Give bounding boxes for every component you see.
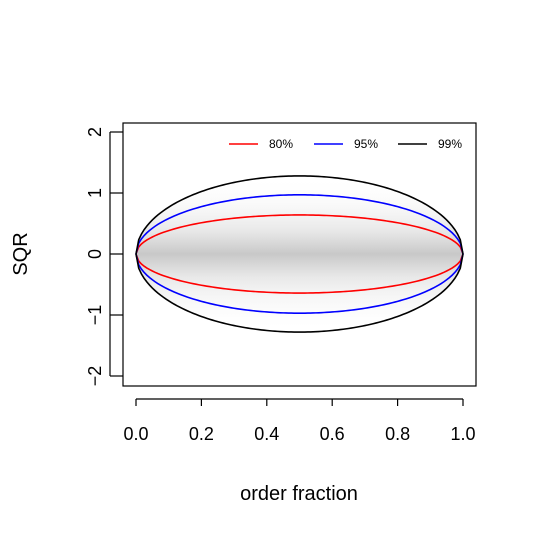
legend-item: 80% [229, 137, 293, 151]
legend-item: 95% [314, 137, 378, 151]
series-2-lower-line [135, 253, 464, 314]
y-tick-label: −1 [85, 305, 105, 326]
x-tick-label: 0.8 [385, 424, 410, 444]
shaded-band [136, 175, 463, 333]
legend-label: 99% [438, 137, 462, 151]
y-tick-label: 1 [85, 188, 105, 198]
series-1-lower-line [135, 253, 464, 294]
y-tick-label: 0 [85, 249, 105, 259]
x-tick-label: 0.2 [189, 424, 214, 444]
x-tick-label: 1.0 [450, 424, 475, 444]
series-1-upper-line [135, 214, 464, 255]
legend-label: 95% [354, 137, 378, 151]
legend-label: 80% [269, 137, 293, 151]
x-axis-title: order fraction [240, 483, 358, 505]
band-area [136, 175, 463, 333]
legend: 80% 95% 99% [229, 137, 462, 151]
series-3-upper-line [135, 175, 464, 255]
series-2-upper-line [135, 194, 464, 255]
x-tick-label: 0.4 [254, 424, 279, 444]
x-tick-label: 0.0 [123, 424, 148, 444]
y-axis: −2 −1 0 1 2 [85, 127, 123, 386]
y-tick-label: 2 [85, 127, 105, 137]
y-axis-title: SQR [10, 232, 32, 275]
x-tick-label: 0.6 [320, 424, 345, 444]
y-tick-label: −2 [85, 366, 105, 387]
series-lines [135, 175, 464, 333]
series-3-lower-line [135, 253, 464, 333]
legend-item: 99% [398, 137, 462, 151]
x-axis: 0.0 0.2 0.4 0.6 0.8 1.0 [123, 398, 476, 444]
